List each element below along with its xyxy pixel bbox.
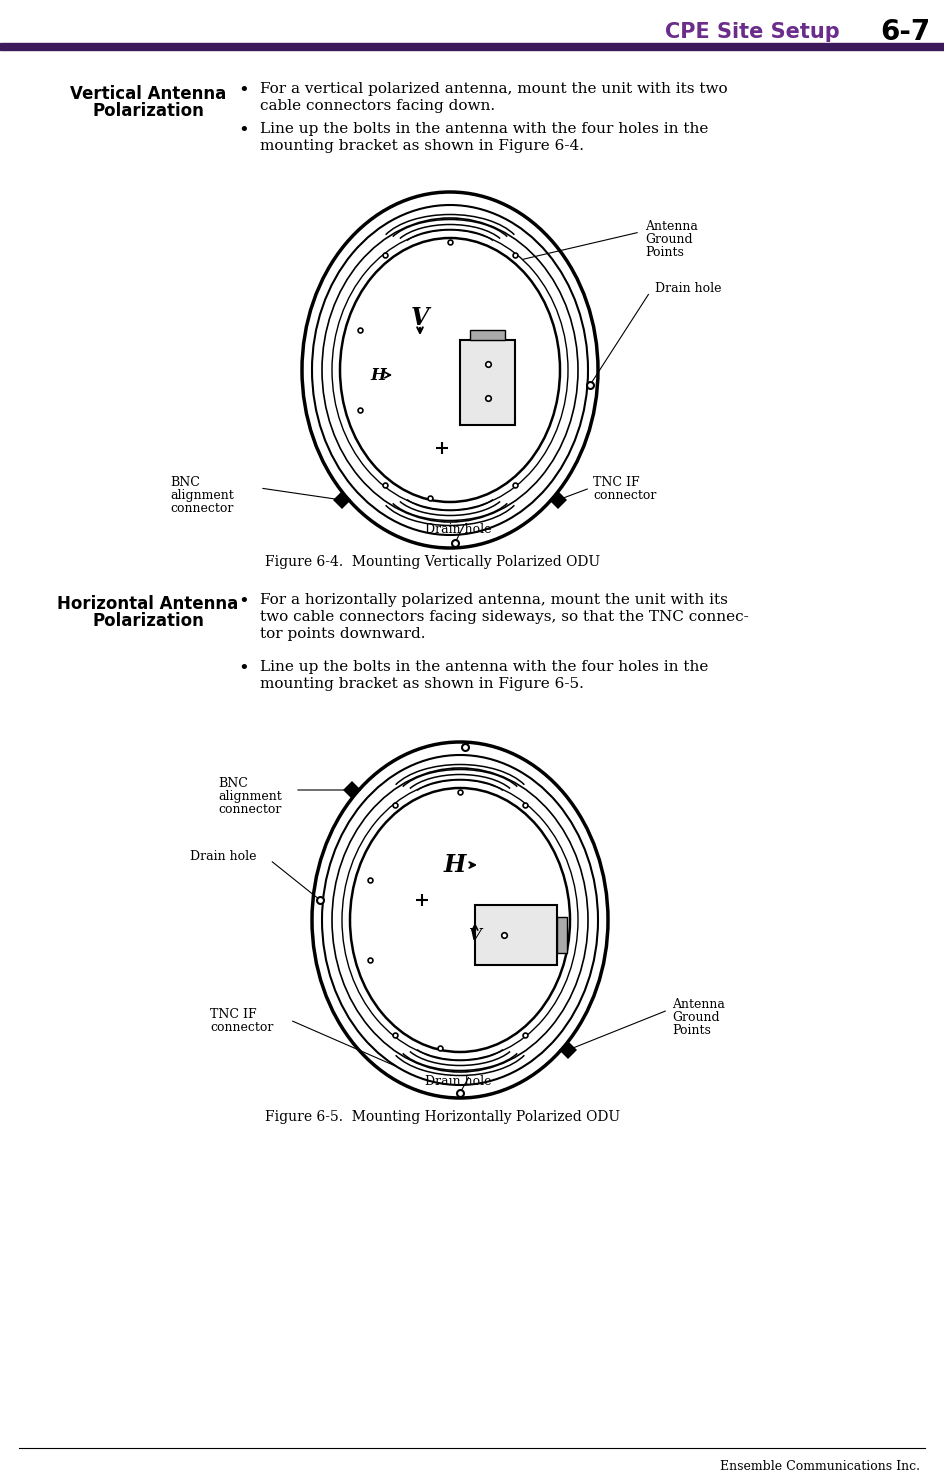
Text: BNC: BNC bbox=[218, 777, 248, 790]
Text: V: V bbox=[411, 306, 430, 330]
Text: Figure 6-5.  Mounting Horizontally Polarized ODU: Figure 6-5. Mounting Horizontally Polari… bbox=[265, 1110, 620, 1123]
Bar bbox=[0, 43, 944, 50]
Text: alignment: alignment bbox=[218, 790, 281, 804]
Text: •: • bbox=[238, 593, 249, 611]
Text: connector: connector bbox=[170, 502, 233, 515]
Text: Antenna: Antenna bbox=[672, 998, 725, 1011]
Text: cable connectors facing down.: cable connectors facing down. bbox=[260, 99, 495, 112]
Text: Line up the bolts in the antenna with the four holes in the: Line up the bolts in the antenna with th… bbox=[260, 660, 708, 673]
Text: Points: Points bbox=[645, 246, 683, 259]
Ellipse shape bbox=[350, 787, 570, 1052]
Text: For a horizontally polarized antenna, mount the unit with its: For a horizontally polarized antenna, mo… bbox=[260, 593, 728, 607]
Bar bbox=[470, 330, 505, 340]
Text: H: H bbox=[444, 852, 466, 878]
Text: Ground: Ground bbox=[672, 1011, 719, 1024]
Text: Figure 6-4.  Mounting Vertically Polarized ODU: Figure 6-4. Mounting Vertically Polarize… bbox=[265, 555, 600, 568]
Text: •: • bbox=[238, 660, 249, 678]
Ellipse shape bbox=[340, 238, 560, 502]
Bar bbox=[557, 918, 567, 953]
Text: Polarization: Polarization bbox=[93, 102, 204, 120]
Text: Antenna: Antenna bbox=[645, 221, 698, 232]
Text: Points: Points bbox=[672, 1024, 711, 1037]
Text: For a vertical polarized antenna, mount the unit with its two: For a vertical polarized antenna, mount … bbox=[260, 81, 728, 96]
Text: Drain hole: Drain hole bbox=[190, 850, 257, 863]
Text: mounting bracket as shown in Figure 6-5.: mounting bracket as shown in Figure 6-5. bbox=[260, 676, 584, 691]
Text: Drain hole: Drain hole bbox=[655, 283, 721, 295]
Text: two cable connectors facing sideways, so that the TNC connec-: two cable connectors facing sideways, so… bbox=[260, 610, 749, 625]
Text: TNC IF: TNC IF bbox=[210, 1008, 257, 1021]
Text: mounting bracket as shown in Figure 6-4.: mounting bracket as shown in Figure 6-4. bbox=[260, 139, 584, 152]
Text: Line up the bolts in the antenna with the four holes in the: Line up the bolts in the antenna with th… bbox=[260, 121, 708, 136]
Text: TNC IF: TNC IF bbox=[593, 477, 640, 488]
Text: Drain hole: Drain hole bbox=[425, 522, 492, 536]
Text: Polarization: Polarization bbox=[93, 613, 204, 630]
Text: tor points downward.: tor points downward. bbox=[260, 628, 426, 641]
FancyBboxPatch shape bbox=[475, 904, 557, 965]
Text: CPE Site Setup: CPE Site Setup bbox=[666, 22, 840, 41]
Text: connector: connector bbox=[218, 804, 281, 815]
Text: Ground: Ground bbox=[645, 232, 693, 246]
Text: Vertical Antenna: Vertical Antenna bbox=[70, 84, 227, 104]
Polygon shape bbox=[559, 1040, 577, 1060]
Text: Drain hole: Drain hole bbox=[425, 1074, 492, 1088]
Text: Ensemble Communications Inc.: Ensemble Communications Inc. bbox=[720, 1459, 920, 1473]
Polygon shape bbox=[343, 781, 361, 799]
Text: H: H bbox=[370, 367, 386, 383]
Text: BNC: BNC bbox=[170, 477, 200, 488]
Polygon shape bbox=[333, 491, 351, 509]
Text: V: V bbox=[468, 926, 481, 944]
Text: connector: connector bbox=[593, 488, 656, 502]
Text: Horizontal Antenna: Horizontal Antenna bbox=[58, 595, 239, 613]
Text: •: • bbox=[238, 121, 249, 141]
Text: 6-7: 6-7 bbox=[880, 18, 930, 46]
FancyBboxPatch shape bbox=[460, 340, 515, 425]
Polygon shape bbox=[549, 491, 567, 509]
Text: •: • bbox=[238, 81, 249, 101]
Text: alignment: alignment bbox=[170, 488, 234, 502]
Text: connector: connector bbox=[210, 1021, 274, 1035]
